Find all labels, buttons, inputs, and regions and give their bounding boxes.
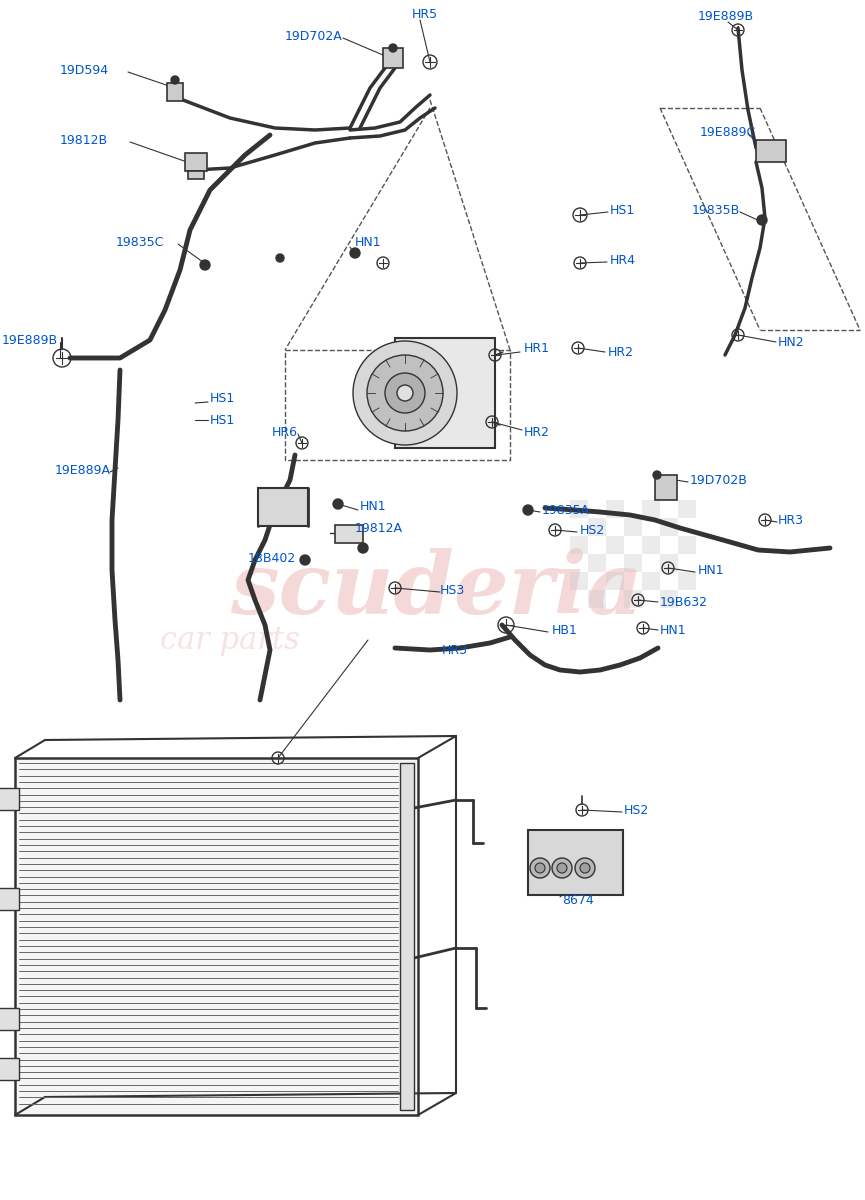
Text: 8674: 8674 bbox=[562, 894, 593, 906]
Text: HR3: HR3 bbox=[778, 514, 804, 527]
Circle shape bbox=[575, 858, 595, 878]
Text: HN1: HN1 bbox=[698, 564, 725, 576]
Bar bbox=[188, 170, 204, 179]
Text: HR2: HR2 bbox=[608, 346, 634, 359]
Bar bbox=[606, 572, 624, 590]
Bar bbox=[624, 554, 642, 572]
Circle shape bbox=[523, 505, 533, 515]
Bar bbox=[660, 554, 678, 572]
Circle shape bbox=[535, 863, 545, 874]
Bar bbox=[570, 572, 588, 590]
Circle shape bbox=[350, 248, 360, 258]
Bar bbox=[678, 536, 696, 554]
Text: HR5: HR5 bbox=[412, 7, 439, 20]
Circle shape bbox=[530, 858, 550, 878]
Bar bbox=[678, 500, 696, 518]
Bar bbox=[528, 830, 623, 895]
Bar bbox=[756, 140, 786, 162]
Bar bbox=[0, 1058, 19, 1080]
Circle shape bbox=[276, 254, 284, 262]
Text: HR3: HR3 bbox=[442, 643, 468, 656]
Text: 19812B: 19812B bbox=[60, 133, 108, 146]
Text: car parts: car parts bbox=[160, 624, 300, 655]
Text: HN1: HN1 bbox=[360, 499, 387, 512]
Bar bbox=[642, 572, 660, 590]
Circle shape bbox=[385, 373, 425, 413]
Bar bbox=[588, 518, 606, 536]
Text: 19835C: 19835C bbox=[116, 235, 164, 248]
Text: scuderia: scuderia bbox=[230, 548, 643, 631]
Text: 19E889C: 19E889C bbox=[700, 126, 756, 138]
Text: 19B632: 19B632 bbox=[660, 595, 708, 608]
Circle shape bbox=[200, 260, 210, 270]
Bar bbox=[624, 590, 642, 608]
Bar bbox=[642, 500, 660, 518]
Bar bbox=[400, 763, 414, 1110]
Bar bbox=[624, 518, 642, 536]
Text: 18B402: 18B402 bbox=[248, 552, 296, 564]
Circle shape bbox=[757, 215, 767, 226]
Text: 19812A: 19812A bbox=[355, 522, 403, 534]
Text: 19835B: 19835B bbox=[692, 204, 740, 216]
Circle shape bbox=[389, 44, 397, 52]
Bar bbox=[570, 536, 588, 554]
Text: 19E889B: 19E889B bbox=[2, 334, 58, 347]
Text: HS1: HS1 bbox=[210, 391, 235, 404]
Bar bbox=[15, 758, 418, 1115]
Bar bbox=[383, 48, 403, 68]
Bar bbox=[660, 590, 678, 608]
Circle shape bbox=[171, 76, 179, 84]
Bar bbox=[0, 788, 19, 810]
Text: 19835A: 19835A bbox=[542, 504, 590, 516]
Text: HN1: HN1 bbox=[660, 624, 687, 636]
Text: HS1: HS1 bbox=[210, 414, 235, 426]
Text: HR1: HR1 bbox=[524, 342, 550, 354]
Bar bbox=[606, 500, 624, 518]
Bar bbox=[570, 500, 588, 518]
Bar bbox=[0, 1008, 19, 1030]
Text: HB1: HB1 bbox=[552, 624, 578, 636]
Text: HN2: HN2 bbox=[778, 336, 804, 348]
Text: HR4: HR4 bbox=[610, 253, 636, 266]
Text: 19D702B: 19D702B bbox=[690, 474, 748, 486]
Text: HS2: HS2 bbox=[624, 804, 650, 816]
Circle shape bbox=[358, 542, 368, 553]
Bar bbox=[185, 152, 207, 170]
Bar bbox=[642, 536, 660, 554]
Text: HN1: HN1 bbox=[355, 236, 381, 250]
Circle shape bbox=[353, 341, 457, 445]
Bar bbox=[588, 554, 606, 572]
Circle shape bbox=[557, 863, 567, 874]
Circle shape bbox=[580, 863, 590, 874]
Text: 19E889A: 19E889A bbox=[55, 463, 111, 476]
Bar bbox=[395, 338, 495, 448]
Bar bbox=[660, 518, 678, 536]
Bar bbox=[167, 83, 183, 101]
Bar bbox=[678, 572, 696, 590]
Text: 19E889B: 19E889B bbox=[698, 11, 754, 24]
Text: HS2: HS2 bbox=[580, 523, 606, 536]
Bar bbox=[655, 475, 677, 500]
Circle shape bbox=[333, 499, 343, 509]
Bar bbox=[258, 488, 308, 526]
Circle shape bbox=[300, 554, 310, 565]
Text: HS1: HS1 bbox=[610, 204, 635, 216]
Bar bbox=[0, 888, 19, 910]
Circle shape bbox=[397, 385, 413, 401]
Circle shape bbox=[552, 858, 572, 878]
Bar bbox=[335, 526, 363, 542]
Circle shape bbox=[367, 355, 443, 431]
Circle shape bbox=[653, 470, 661, 479]
Text: HR6: HR6 bbox=[272, 426, 298, 438]
Text: 19D702A: 19D702A bbox=[285, 30, 343, 42]
Text: 19D594: 19D594 bbox=[60, 64, 109, 77]
Bar bbox=[606, 536, 624, 554]
Text: HS3: HS3 bbox=[440, 583, 465, 596]
Text: HR2: HR2 bbox=[524, 426, 550, 438]
Bar bbox=[588, 590, 606, 608]
